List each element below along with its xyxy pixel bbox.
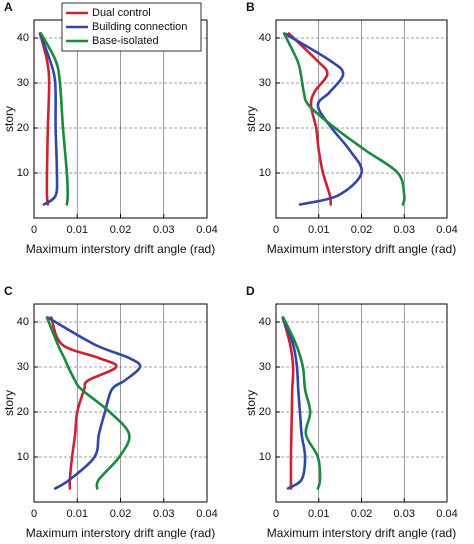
series-line [38, 32, 51, 206]
y-tick-label: 30 [17, 361, 29, 373]
panel-label: D [246, 284, 255, 298]
x-tick-label: 0.04 [436, 224, 457, 236]
x-axis-label: Maximum interstory drift angle (rad) [267, 242, 456, 256]
x-tick-label: 0 [31, 224, 37, 236]
y-tick-label: 10 [259, 167, 271, 179]
y-axis-label: story [2, 106, 16, 132]
series-line [46, 316, 142, 490]
series-line [45, 316, 131, 490]
panel: C 10 20 30 40 0 0.01 0.02 0.03 0.04 Maximum inters… [2, 284, 218, 540]
panel: B 10 20 30 40 0 0.01 0.02 0.03 0.04 Maximum inters… [244, 0, 458, 256]
legend-box [61, 2, 202, 52]
y-tick-label: 40 [17, 32, 29, 44]
y-axis-label: story [244, 106, 258, 132]
panel: A 10 20 30 40 0 0.01 0.02 0.03 0.04 Maximum inters… [2, 0, 218, 256]
y-axis-label: story [244, 390, 258, 416]
y-tick-label: 20 [17, 122, 29, 134]
series-line [283, 32, 364, 206]
y-tick-label: 30 [17, 77, 29, 89]
x-tick-label: 0.02 [351, 224, 372, 236]
plot-frame [33, 303, 208, 503]
x-tick-label: 0.01 [67, 508, 88, 520]
x-tick-label: 0.03 [394, 224, 415, 236]
x-tick-label: 0.01 [67, 224, 88, 236]
series-line [281, 316, 322, 490]
series-line [38, 32, 59, 206]
x-tick-label: 0.03 [394, 508, 415, 520]
x-axis-label: Maximum interstory drift angle (rad) [26, 242, 215, 256]
panel: D 10 20 30 40 0 0.01 0.02 0.03 0.04 Maximum inters… [244, 284, 458, 540]
x-tick-label: 0.04 [436, 508, 457, 520]
x-tick-label: 0.01 [308, 224, 329, 236]
plot-frame [275, 303, 448, 503]
series-line [282, 32, 406, 206]
series-line [287, 32, 333, 206]
series-line [39, 32, 70, 206]
y-tick-label: 40 [259, 32, 271, 44]
panel-label: A [4, 0, 13, 14]
x-tick-label: 0.04 [196, 224, 217, 236]
x-tick-label: 0.02 [110, 224, 131, 236]
legend-label: Building connection [92, 21, 187, 33]
x-axis-label: Maximum interstory drift angle (rad) [267, 526, 456, 539]
y-tick-label: 30 [259, 361, 271, 373]
plot-frame [275, 19, 448, 219]
x-tick-label: 0.02 [110, 508, 131, 520]
series-line [281, 316, 295, 490]
x-tick-label: 0 [31, 508, 37, 520]
y-tick-label: 10 [17, 451, 29, 463]
y-tick-label: 20 [259, 406, 271, 418]
x-tick-label: 0 [273, 224, 279, 236]
panel-label: C [4, 284, 13, 298]
y-tick-label: 10 [17, 167, 29, 179]
y-tick-label: 40 [259, 316, 271, 328]
x-tick-label: 0 [273, 508, 279, 520]
y-tick-label: 20 [259, 122, 271, 134]
series-line [50, 316, 118, 490]
x-tick-label: 0.01 [308, 508, 329, 520]
x-tick-label: 0.02 [351, 508, 372, 520]
legend-label: Base-isolated [92, 35, 159, 47]
panel-label: B [246, 0, 255, 14]
x-tick-label: 0.04 [196, 508, 217, 520]
x-axis-label: Maximum interstory drift angle (rad) [26, 526, 215, 539]
y-axis-label: story [2, 390, 16, 416]
x-tick-label: 0.03 [153, 508, 174, 520]
y-tick-label: 30 [259, 77, 271, 89]
x-tick-label: 0.03 [153, 224, 174, 236]
y-tick-label: 40 [17, 316, 29, 328]
y-tick-label: 20 [17, 406, 29, 418]
series-line [281, 316, 307, 490]
y-tick-label: 10 [259, 451, 271, 463]
legend-label: Dual control [92, 7, 151, 19]
